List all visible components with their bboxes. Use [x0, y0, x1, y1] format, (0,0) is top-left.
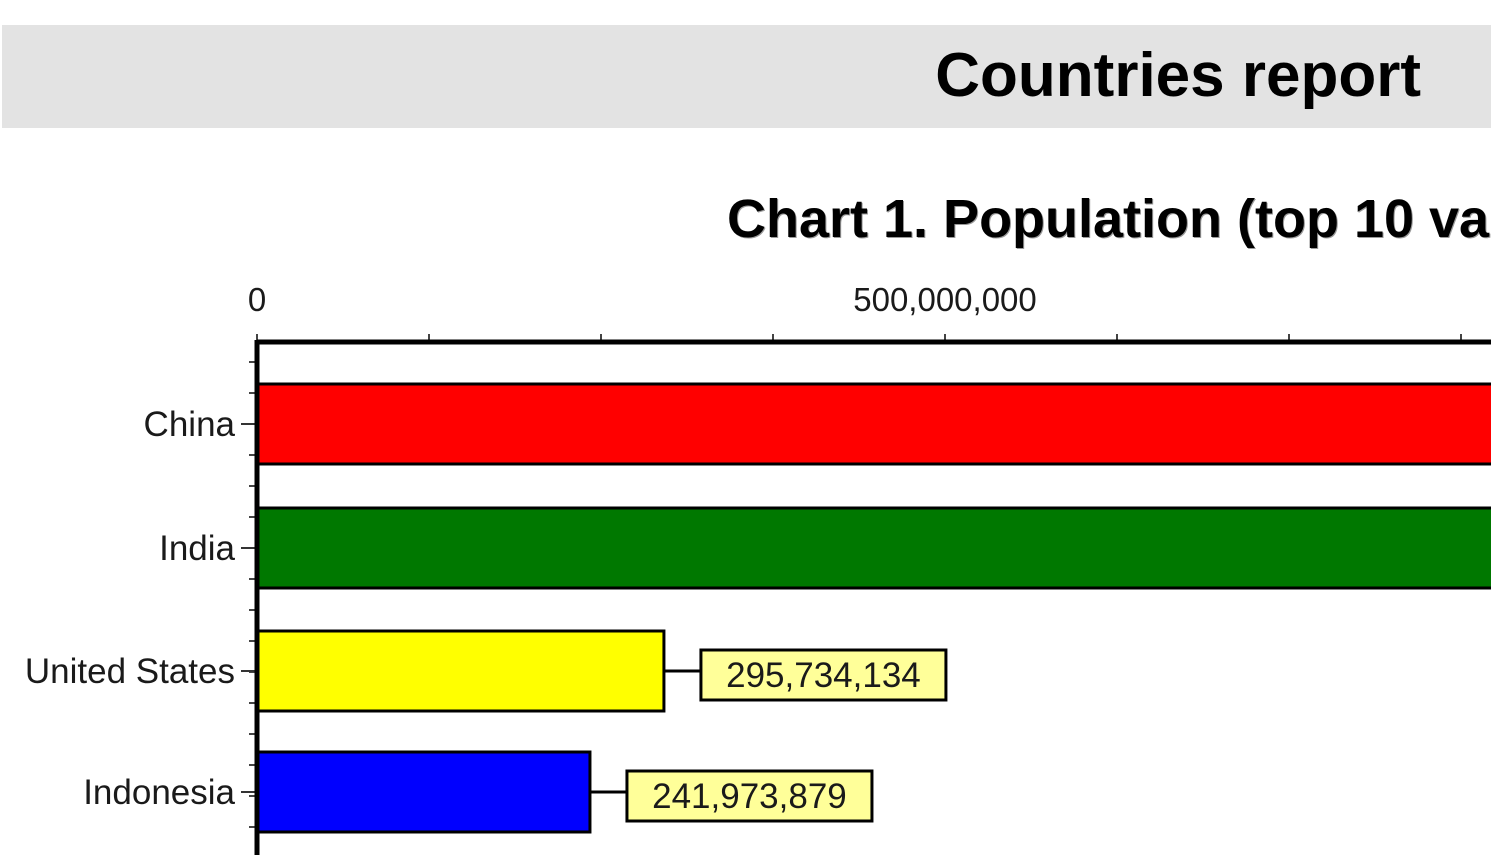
report-title: Countries report [935, 41, 1421, 110]
category-label: Indonesia [83, 773, 235, 812]
chart-title: Chart 1. Population (top 10 va [727, 189, 1490, 249]
category-label: United States [25, 652, 235, 691]
bar-indonesia [255, 750, 592, 834]
bar-united-states [255, 629, 666, 713]
report-header [2, 25, 1491, 128]
bar-india [255, 506, 1491, 590]
x-tick-label: 0 [248, 281, 266, 318]
data-label-box [625, 769, 874, 823]
data-label-box [699, 648, 948, 702]
category-label: China [144, 405, 236, 444]
category-label: India [159, 529, 235, 568]
bar-china [255, 382, 1491, 466]
data-label: 295,734,134 [726, 656, 921, 695]
x-tick-label: 500,000,000 [853, 281, 1037, 318]
data-label: 241,973,879 [652, 777, 847, 816]
